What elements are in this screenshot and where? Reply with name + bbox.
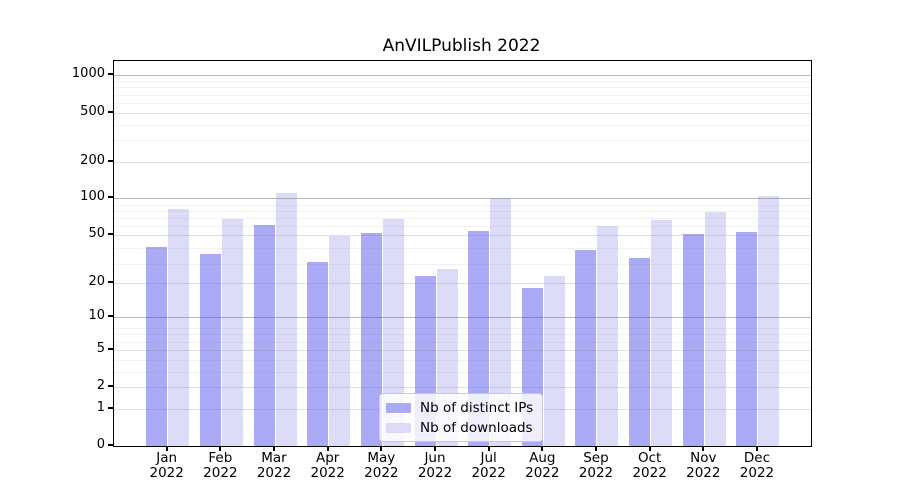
y-tick-mark xyxy=(108,159,113,162)
y-tick-label: 20 xyxy=(88,273,105,289)
gridline-minor xyxy=(114,140,811,142)
bar-downloads xyxy=(704,211,726,446)
bar-ips xyxy=(629,258,651,446)
gridline-minor xyxy=(114,81,811,83)
x-tick-label: Feb 2022 xyxy=(203,450,238,481)
x-tick-label: Jul 2022 xyxy=(471,450,506,481)
x-tick-mark xyxy=(434,446,436,451)
bar-ips xyxy=(146,246,168,446)
x-tick-label: Dec 2022 xyxy=(739,450,775,481)
y-tick-mark xyxy=(108,347,113,350)
x-tick-mark xyxy=(219,446,222,451)
gridline-minor xyxy=(114,102,811,104)
y-tick-label: 2 xyxy=(96,378,105,394)
x-tick-mark xyxy=(487,446,490,451)
bar-ips xyxy=(575,249,597,446)
x-tick-label: Mar 2022 xyxy=(256,450,292,481)
bar-downloads xyxy=(758,196,780,446)
bar-ips xyxy=(253,224,275,446)
gridline-major xyxy=(114,161,811,163)
y-tick-label: 5 xyxy=(96,340,105,356)
x-tick-label: Apr 2022 xyxy=(310,450,345,481)
x-tick-mark xyxy=(273,446,276,451)
y-tick-label: 1 xyxy=(96,399,105,415)
y-tick-label: 100 xyxy=(80,189,105,205)
bar-downloads xyxy=(597,225,619,446)
bar-downloads xyxy=(329,236,351,446)
x-tick-mark xyxy=(755,446,758,451)
gridline-major xyxy=(114,198,811,200)
gridline-major xyxy=(114,75,811,77)
y-tick-mark xyxy=(108,73,113,76)
legend-swatch xyxy=(386,422,411,433)
bar-ips xyxy=(307,261,329,446)
y-tick-label: 10 xyxy=(88,308,105,324)
gridline-minor xyxy=(114,94,811,96)
x-tick-label: Jun 2022 xyxy=(417,450,453,481)
y-tick-mark xyxy=(108,315,113,318)
chart-title: AnVILPublish 2022 xyxy=(382,36,541,56)
y-tick-mark xyxy=(108,406,113,409)
y-tick-mark xyxy=(108,444,113,446)
x-tick-mark xyxy=(380,446,383,451)
x-tick-label: Jan 2022 xyxy=(149,450,184,481)
x-tick-mark xyxy=(541,446,544,451)
legend-entry: Nb of distinct IPs xyxy=(386,399,533,416)
y-tick-mark xyxy=(108,233,113,236)
bar-downloads xyxy=(168,208,190,446)
x-tick-label: Sep 2022 xyxy=(578,450,614,481)
legend-label: Nb of downloads xyxy=(420,419,533,436)
bar-downloads xyxy=(275,193,297,446)
gridline-minor xyxy=(114,204,811,206)
bar-ips xyxy=(199,253,221,446)
legend-label: Nb of distinct IPs xyxy=(420,399,534,416)
x-tick-label: Aug 2022 xyxy=(525,450,560,481)
legend-swatch xyxy=(386,402,411,413)
y-tick-label: 0 xyxy=(96,437,105,452)
y-tick-mark xyxy=(108,196,113,199)
x-tick-label: Oct 2022 xyxy=(632,450,667,481)
x-tick-mark xyxy=(702,446,705,451)
bar-ips xyxy=(682,234,704,446)
bar-downloads xyxy=(221,218,243,446)
x-tick-mark xyxy=(165,446,168,451)
x-tick-label: May 2022 xyxy=(364,450,399,481)
bar-downloads xyxy=(382,218,404,446)
bar-ips xyxy=(736,232,758,446)
y-tick-mark xyxy=(108,385,113,388)
y-tick-label: 500 xyxy=(80,103,105,119)
y-tick-label: 50 xyxy=(88,226,105,242)
gridline-major xyxy=(114,112,811,114)
x-tick-mark xyxy=(594,446,597,451)
y-tick-mark xyxy=(108,280,113,283)
y-tick-mark xyxy=(108,110,113,113)
x-tick-mark xyxy=(648,446,651,451)
bar-downloads xyxy=(543,275,565,446)
x-tick-label: Nov 2022 xyxy=(686,450,721,481)
x-tick-mark xyxy=(326,446,329,451)
y-tick-label: 200 xyxy=(80,152,105,168)
legend-entry: Nb of downloads xyxy=(386,419,533,436)
gridline-minor xyxy=(114,124,811,126)
y-tick-label: 1000 xyxy=(71,66,105,82)
plot-area xyxy=(113,60,812,447)
bar-downloads xyxy=(490,197,512,446)
bar-downloads xyxy=(651,220,673,446)
gridline-minor xyxy=(114,87,811,89)
bar-ips xyxy=(360,233,382,446)
legend: Nb of distinct IPs Nb of downloads xyxy=(379,393,544,442)
bar-ips xyxy=(468,231,490,446)
